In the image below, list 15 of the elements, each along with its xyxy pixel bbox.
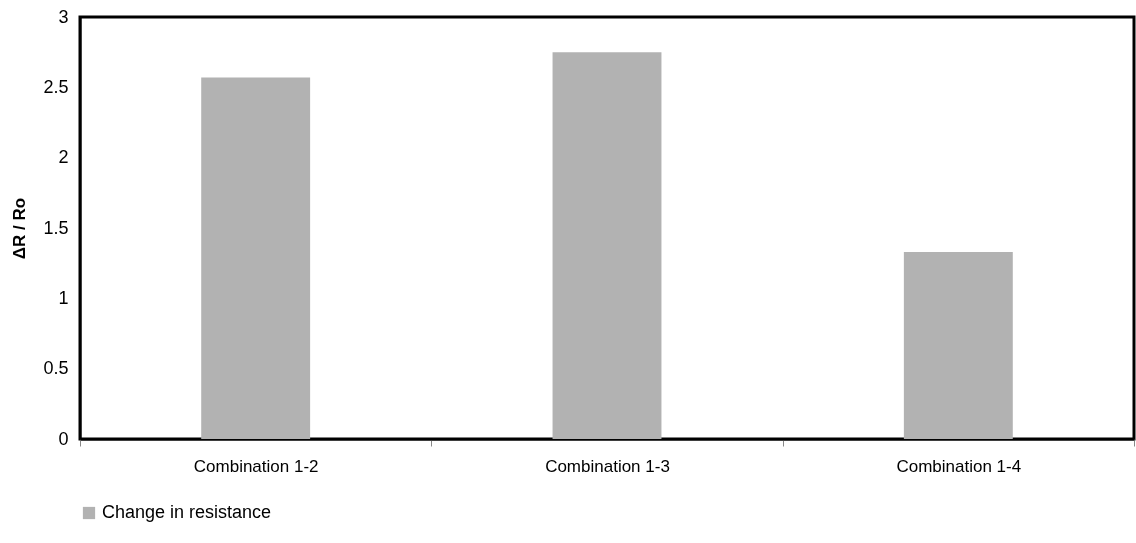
y-tick-label: 3 — [58, 6, 69, 27]
bar — [903, 251, 1013, 439]
bar — [201, 77, 311, 439]
y-axis-title: ΔR / Ro — [10, 197, 30, 260]
legend-label: Change in resistance — [102, 502, 272, 522]
x-tick-label: Combination 1-3 — [545, 456, 670, 476]
y-tick-label: 0.5 — [43, 358, 69, 379]
y-tick-label: 2 — [58, 147, 69, 168]
y-tick-label: 0 — [58, 428, 69, 449]
x-tick-label: Combination 1-2 — [193, 456, 319, 476]
bar — [552, 52, 662, 439]
y-tick-label: 1.5 — [43, 217, 69, 238]
y-tick-label: 2.5 — [43, 76, 69, 97]
y-tick-label: 1 — [58, 287, 69, 308]
x-tick-label: Combination 1-4 — [896, 456, 1022, 476]
